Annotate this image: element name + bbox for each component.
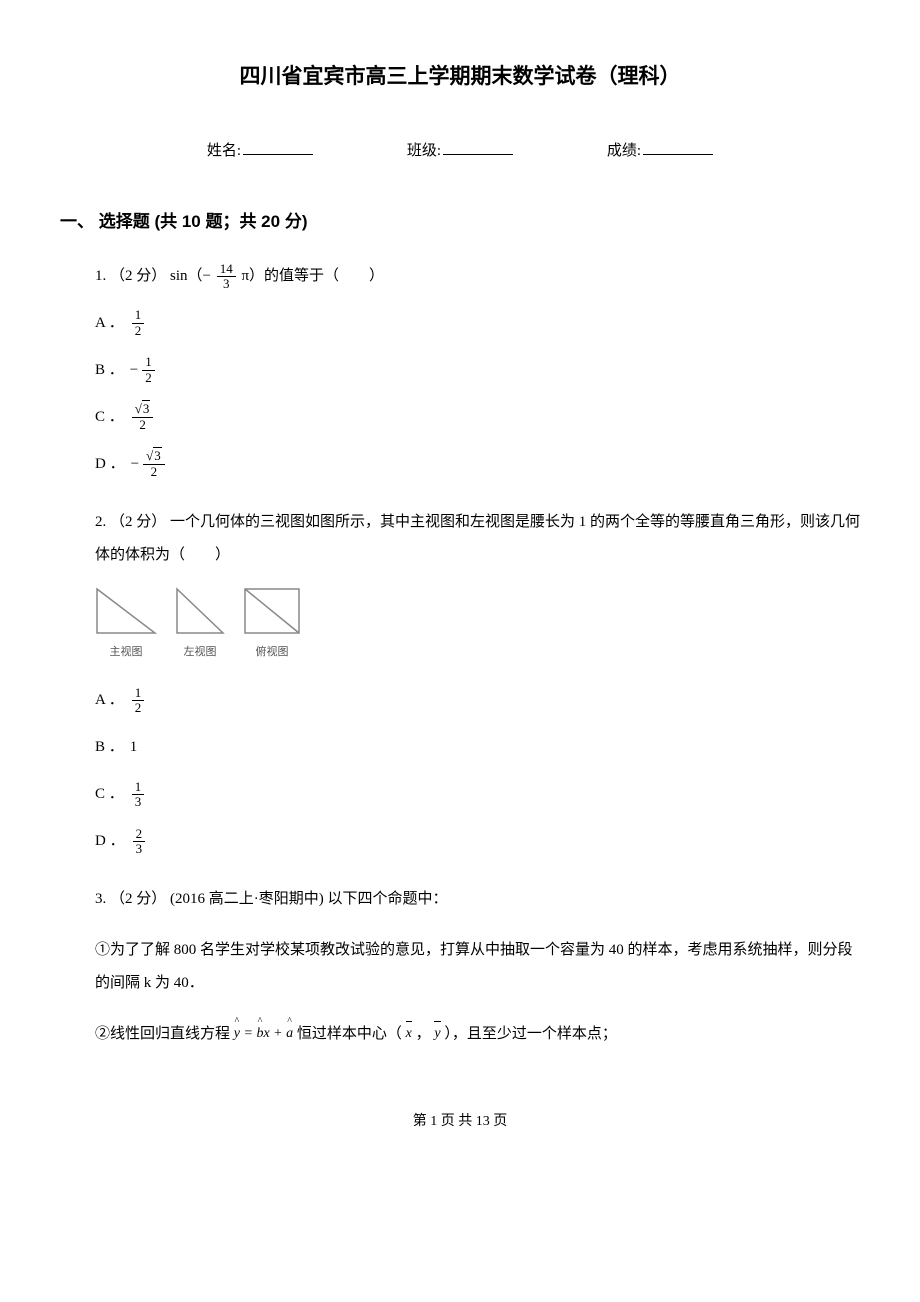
q2-optA-den: 2	[132, 701, 145, 715]
q2-optA-num: 1	[132, 686, 145, 701]
q1-stem: 1. （2 分） sin（− 14 3 π）的值等于（ ）	[95, 260, 860, 293]
q2-optC-num: 1	[132, 780, 145, 795]
q1-optA-frac: 1 2	[132, 308, 145, 338]
score-blank	[643, 140, 713, 155]
q1-optA-num: 1	[132, 308, 145, 323]
section-1-header: 一、 选择题 (共 10 题；共 20 分)	[60, 208, 860, 235]
exam-title: 四川省宜宾市高三上学期期末数学试卷（理科）	[60, 60, 860, 94]
top-view-shape	[243, 587, 301, 635]
q1-optC-label: C ．	[95, 401, 124, 434]
q2-option-b: B ． 1	[95, 731, 860, 764]
q3-para2: ②线性回归直线方程 y = bx + a 恒过样本中心（ x ， y ），且至少…	[95, 1018, 860, 1051]
q2-stem: 2. （2 分） 一个几何体的三视图如图所示，其中主视图和左视图是腰长为 1 的…	[95, 506, 860, 572]
question-3: 3. （2 分） (2016 高二上·枣阳期中) 以下四个命题中： ①为了了解 …	[60, 883, 860, 1051]
front-view-shape	[95, 587, 157, 635]
name-blank	[243, 140, 313, 155]
q2-optC-den: 3	[132, 795, 145, 809]
q2-optA-frac: 1 2	[132, 686, 145, 716]
top-view-label: 俯视图	[256, 640, 289, 664]
q1-optD-neg: −	[131, 448, 139, 481]
q2-top-view: 俯视图	[243, 587, 301, 664]
question-2: 2. （2 分） 一个几何体的三视图如图所示，其中主视图和左视图是腰长为 1 的…	[60, 506, 860, 858]
q1-optD-label: D ．	[95, 448, 125, 481]
q2-option-c: C ． 1 3	[95, 778, 860, 811]
front-view-label: 主视图	[110, 640, 143, 664]
class-label: 班级:	[407, 139, 441, 163]
q2-optC-frac: 1 3	[132, 780, 145, 810]
class-field: 班级:	[407, 139, 513, 163]
score-field: 成绩:	[607, 139, 713, 163]
q2-front-view: 主视图	[95, 587, 157, 664]
q1-optB-label: B ．	[95, 354, 124, 387]
q1-optC-num: √3	[132, 402, 154, 417]
q1-optA-den: 2	[132, 324, 145, 338]
page-footer: 第 1 页 共 13 页	[60, 1111, 860, 1133]
q2-option-d: D ． 2 3	[95, 825, 860, 858]
class-blank	[443, 140, 513, 155]
q1-stem-num: 14	[217, 262, 236, 277]
q2-optC-label: C ．	[95, 778, 124, 811]
x-bar: x	[406, 1019, 412, 1050]
q1-optB-den: 2	[142, 371, 155, 385]
name-field: 姓名:	[207, 139, 313, 163]
q2-option-a: A ． 1 2	[95, 684, 860, 717]
q3-p2-comma: ，	[416, 1026, 435, 1042]
name-label: 姓名:	[207, 139, 241, 163]
score-label: 成绩:	[607, 139, 641, 163]
q2-optD-num: 2	[133, 827, 146, 842]
q2-optA-label: A ．	[95, 684, 124, 717]
q1-stem-den: 3	[220, 277, 233, 291]
regression-equation: y = bx + a	[234, 1019, 293, 1050]
q1-suffix: π）的值等于（ ）	[241, 268, 384, 284]
q1-option-c: C ． √3 2	[95, 401, 860, 434]
q3-stem: 3. （2 分） (2016 高二上·枣阳期中) 以下四个命题中：	[95, 883, 860, 916]
q2-views-diagram: 主视图 左视图 俯视图	[95, 587, 860, 664]
side-view-label: 左视图	[184, 640, 217, 664]
q2-optB-label: B ．	[95, 731, 124, 764]
q1-optC-frac: √3 2	[132, 402, 154, 432]
q1-optC-den: 2	[136, 418, 149, 432]
question-1: 1. （2 分） sin（− 14 3 π）的值等于（ ） A ． 1 2 B …	[60, 260, 860, 481]
q1-optD-num: √3	[143, 449, 165, 464]
q3-p2-suffix: ），且至少过一个样本点；	[444, 1026, 617, 1042]
q1-option-d: D ． − √3 2	[95, 448, 860, 481]
q2-optB-text: 1	[130, 731, 138, 764]
q1-optB-neg: −	[130, 354, 138, 387]
q1-option-a: A ． 1 2	[95, 307, 860, 340]
q2-side-view: 左视图	[175, 587, 225, 664]
q1-stem-frac: 14 3	[217, 262, 236, 292]
side-view-shape	[175, 587, 225, 635]
q2-optD-label: D ．	[95, 825, 125, 858]
q3-p2-mid: 恒过样本中心（	[297, 1026, 406, 1042]
q1-optB-num: 1	[142, 355, 155, 370]
q1-option-b: B ． − 1 2	[95, 354, 860, 387]
q3-para1: ①为了了解 800 名学生对学校某项教改试验的意见，打算从中抽取一个容量为 40…	[95, 934, 860, 1000]
q2-optD-frac: 2 3	[133, 827, 146, 857]
q1-optA-label: A ．	[95, 307, 124, 340]
q1-optD-den: 2	[148, 465, 161, 479]
q1-optD-frac: √3 2	[143, 449, 165, 479]
q1-prefix: 1. （2 分） sin（−	[95, 268, 211, 284]
header-fields: 姓名: 班级: 成绩:	[60, 139, 860, 163]
q1-optB-frac: 1 2	[142, 355, 155, 385]
q2-optD-den: 3	[133, 842, 146, 856]
q3-p2-prefix: ②线性回归直线方程	[95, 1026, 234, 1042]
y-bar: y	[434, 1019, 440, 1050]
